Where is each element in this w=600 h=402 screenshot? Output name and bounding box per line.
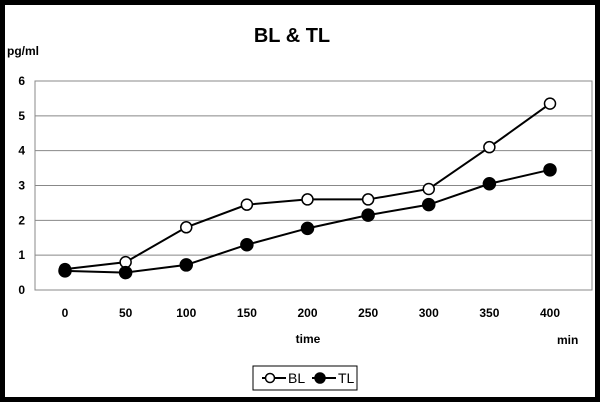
data-point-tl (58, 264, 72, 278)
data-point-tl (543, 163, 557, 177)
data-point-bl (361, 193, 375, 206)
data-point-bl (422, 182, 435, 196)
y-tick-label: 6 (18, 74, 25, 88)
data-point-tl (300, 221, 315, 236)
x-axis-label: time (296, 332, 321, 346)
data-point-bl (240, 198, 254, 211)
x-tick-label: 300 (419, 306, 439, 320)
chart-frame: BL & TL pg/ml 0 1 2 3 4 5 6 0 50 100 150 200 250 300… (5, 5, 595, 397)
y-tick-labels: 0 1 2 3 4 5 6 (18, 74, 25, 297)
gridlines (35, 115, 592, 256)
x-tick-label: 400 (540, 306, 560, 320)
data-point-bl (483, 140, 496, 154)
x-tick-label: 250 (358, 306, 378, 320)
chart-title: BL & TL (254, 25, 330, 47)
legend-marker-tl (314, 372, 326, 384)
x-tick-label: 50 (119, 306, 133, 320)
y-tick-label: 5 (18, 109, 25, 123)
data-point-tl (179, 258, 193, 272)
legend-marker-bl (264, 372, 276, 384)
data-point-tl (482, 177, 497, 191)
x-tick-label: 100 (176, 306, 196, 320)
legend-label-tl: TL (338, 370, 355, 386)
data-point-tl (361, 208, 375, 222)
data-point-tl (118, 265, 133, 280)
x-tick-label: 0 (62, 306, 69, 320)
x-tick-label: 150 (237, 306, 257, 320)
legend: BL TL (252, 365, 358, 391)
line-chart: BL & TL pg/ml 0 1 2 3 4 5 6 0 50 100 150 200 250 300… (7, 25, 593, 391)
data-point-bl (301, 193, 314, 206)
y-tick-label: 4 (18, 144, 25, 158)
data-point-bl (180, 221, 193, 234)
y-tick-label: 0 (18, 283, 25, 297)
y-tick-label: 2 (18, 213, 25, 227)
y-tick-label: 3 (18, 179, 25, 193)
y-axis-label: pg/ml (7, 44, 39, 58)
x-tick-label: 200 (297, 306, 317, 320)
x-axis-unit: min (557, 333, 578, 347)
data-point-bl (543, 97, 557, 110)
x-tick-labels: 0 50 100 150 200 250 300 350 400 (62, 306, 561, 320)
data-point-tl (422, 197, 436, 212)
series-group (58, 97, 557, 280)
x-tick-label: 350 (479, 306, 499, 320)
legend-label-bl: BL (288, 370, 305, 386)
y-tick-label: 1 (18, 248, 25, 262)
data-point-tl (240, 237, 254, 252)
